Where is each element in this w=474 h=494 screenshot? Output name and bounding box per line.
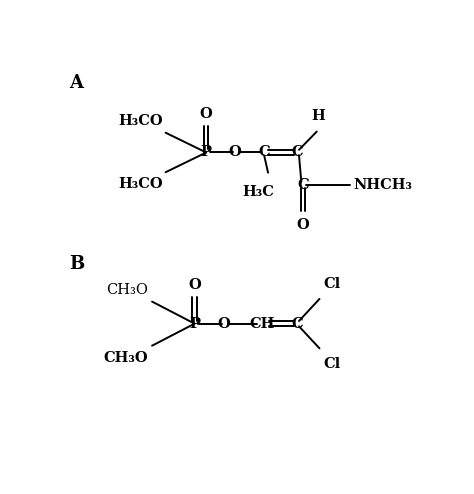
Text: C: C [291, 145, 303, 160]
Text: NHCH₃: NHCH₃ [353, 178, 412, 192]
Text: CH: CH [250, 317, 275, 330]
Text: Cl: Cl [323, 357, 340, 370]
Text: Cl: Cl [323, 277, 340, 290]
Text: P: P [201, 145, 212, 160]
Text: O: O [200, 107, 212, 121]
Text: C: C [258, 145, 270, 160]
Text: O: O [296, 218, 309, 232]
Text: H₃C: H₃C [243, 185, 274, 199]
Text: B: B [69, 255, 84, 273]
Text: C: C [291, 317, 303, 330]
Text: O: O [217, 317, 230, 330]
Text: H₃CO: H₃CO [118, 177, 163, 191]
Text: A: A [69, 75, 83, 92]
Text: C: C [297, 178, 309, 192]
Text: CH₃O: CH₃O [103, 351, 148, 365]
Text: H₃CO: H₃CO [118, 114, 163, 128]
Text: P: P [189, 317, 200, 330]
Text: H: H [311, 109, 325, 123]
Text: CH₃O: CH₃O [106, 283, 148, 296]
Text: O: O [229, 145, 242, 160]
Text: O: O [188, 278, 201, 292]
